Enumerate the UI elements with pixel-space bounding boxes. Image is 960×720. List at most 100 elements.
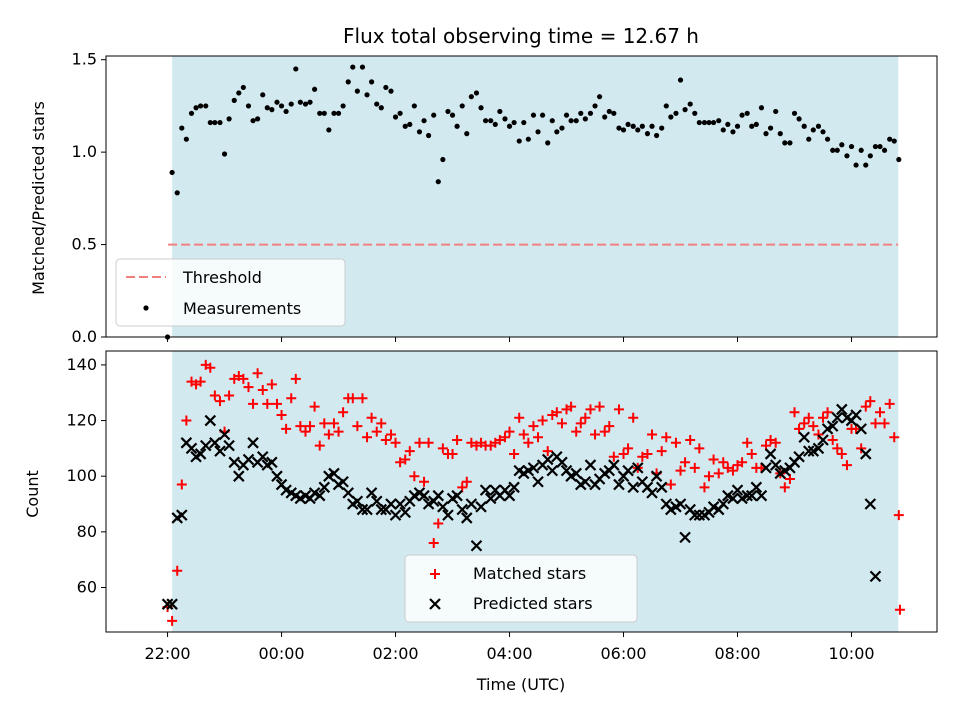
data-point: [419, 476, 430, 487]
data-point: [207, 119, 213, 126]
data-point: [432, 489, 445, 502]
data-point: [650, 470, 663, 482]
data-point: [445, 108, 451, 115]
data-point: [250, 118, 256, 124]
y-tick-label: 0.0: [72, 327, 97, 346]
data-point: [801, 123, 807, 129]
data-point: [796, 116, 802, 122]
data-point: [718, 457, 729, 468]
data-point: [802, 445, 815, 457]
data-point: [808, 421, 819, 432]
data-point: [674, 498, 687, 510]
data-point: [499, 432, 510, 443]
data-point: [511, 119, 517, 126]
chart-title: Flux total observing time = 12.67 h: [343, 24, 699, 48]
data-point: [362, 432, 373, 443]
data-point: [592, 103, 598, 109]
data-point: [266, 456, 278, 469]
data-point: [307, 99, 313, 105]
bottom-y-axis-label: Count: [23, 470, 42, 518]
data-point: [649, 123, 655, 129]
data-point: [642, 448, 653, 459]
data-point: [257, 384, 268, 395]
legend-predicted-label: Predicted stars: [473, 594, 593, 613]
data-point: [236, 90, 242, 96]
data-point: [817, 434, 829, 446]
data-point: [295, 421, 306, 432]
data-point: [423, 437, 434, 448]
data-point: [416, 129, 423, 135]
y-tick-label: 0.5: [72, 235, 97, 254]
data-point: [326, 127, 332, 133]
legend-threshold-label: Threshold: [182, 268, 262, 287]
data-point: [399, 506, 412, 519]
x-tick-label: 08:00: [714, 644, 760, 663]
data-point: [361, 503, 373, 516]
data-point: [663, 103, 669, 109]
data-point: [397, 110, 403, 116]
data-point: [328, 467, 340, 480]
data-point: [722, 462, 733, 473]
top-y-axis-label: Matched/Predicted stars: [29, 101, 48, 295]
data-point: [506, 123, 513, 129]
axes-frame: [105, 55, 938, 338]
data-point: [218, 428, 231, 441]
data-point: [369, 79, 375, 85]
data-point: [431, 112, 437, 118]
data-point: [887, 136, 893, 142]
data-point: [338, 407, 349, 418]
data-point: [896, 156, 902, 163]
data-point: [256, 450, 269, 463]
data-point: [176, 509, 188, 521]
data-point: [533, 432, 544, 443]
data-point: [704, 471, 715, 482]
data-point: [675, 465, 686, 476]
data-point: [616, 125, 622, 131]
data-point: [850, 409, 862, 421]
data-point: [195, 376, 206, 387]
data-point: [580, 412, 591, 423]
data-point: [351, 495, 364, 508]
data-point: [457, 482, 468, 493]
series-predicted-stars: [161, 403, 882, 610]
data-point: [376, 418, 387, 429]
data-point: [639, 123, 645, 129]
data-point: [437, 501, 449, 513]
data-point: [749, 123, 755, 129]
data-point: [492, 121, 498, 128]
data-point: [359, 64, 366, 70]
data-point: [770, 437, 781, 448]
x-tick-label: 02:00: [372, 644, 418, 663]
data-point: [502, 116, 508, 122]
data-point: [212, 119, 218, 126]
data-point: [283, 108, 289, 115]
data-point: [478, 105, 484, 111]
data-point: [286, 393, 297, 404]
data-point: [590, 429, 601, 440]
data-point: [276, 409, 287, 420]
x-tick-label: 06:00: [600, 644, 646, 663]
data-point: [618, 448, 629, 459]
data-point: [532, 475, 544, 488]
data-point: [205, 362, 216, 373]
data-point: [627, 481, 639, 494]
legend-box: [115, 258, 346, 327]
data-point: [594, 401, 605, 412]
data-point: [479, 484, 492, 496]
data-point: [848, 143, 855, 150]
y-tick-label: 80: [77, 522, 97, 541]
data-point: [573, 118, 579, 124]
data-point: [380, 435, 391, 446]
data-point: [482, 118, 489, 124]
data-point: [647, 429, 658, 440]
legend-bottom: Matched stars Predicted stars: [404, 554, 638, 623]
data-point: [335, 110, 342, 116]
data-point: [656, 446, 667, 457]
data-point: [172, 565, 183, 576]
data-point: [836, 448, 847, 459]
data-point: [677, 77, 684, 83]
data-point: [571, 426, 582, 437]
data-point: [584, 459, 597, 471]
legend-matched-swatch: [430, 569, 440, 579]
data-point: [831, 411, 844, 424]
